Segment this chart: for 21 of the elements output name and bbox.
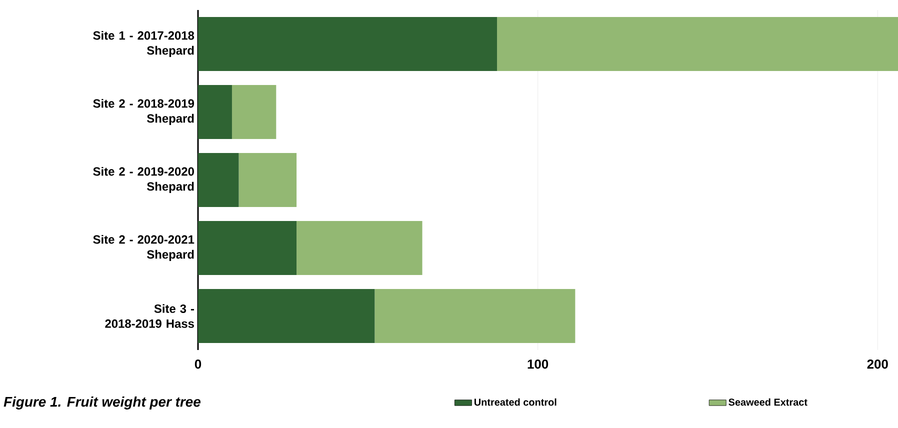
bar [198,289,375,344]
y-tick-label: Site 2 - 2019-2020 Shepard [93,166,194,194]
y-tick-label: Site 2 - 2020-2021 Shepard [93,234,194,262]
y-tick-label: Site 2 - 2018-2019 Shepard [93,98,194,126]
bar [198,17,498,72]
bar [198,85,232,140]
y-tick-label: Site 3 - 2018-2019 Hass [105,304,194,328]
y-tick-label: Site 1 - 2017-2018 Shepard [93,30,194,58]
bar [198,153,239,208]
bar [232,85,276,140]
bar [296,221,422,276]
x-tick-label: 0 [194,360,202,369]
text: Figure 1. Fruit weight per tree [4,396,200,410]
bar [238,153,297,208]
legend-label: Seaweed Extract [728,398,808,406]
bar [497,17,898,72]
bar [198,221,297,276]
x-tick-label: 100 [528,360,548,369]
x-tick-label: 200 [867,360,888,369]
bar [374,289,576,344]
legend-label: Untreated control [474,398,556,406]
